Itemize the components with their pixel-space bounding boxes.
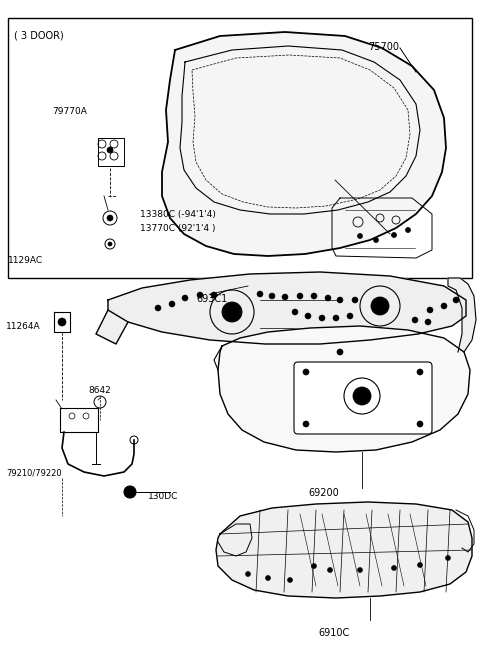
Circle shape [453,297,459,303]
Circle shape [245,572,251,576]
Polygon shape [54,312,70,332]
Circle shape [108,242,112,246]
Polygon shape [218,326,470,452]
Polygon shape [98,138,124,166]
Circle shape [441,303,447,309]
Circle shape [319,315,325,321]
Text: 693C1: 693C1 [196,294,227,304]
Text: 1129AC: 1129AC [8,256,43,265]
Polygon shape [60,408,98,432]
Circle shape [337,349,343,355]
Text: 130DC: 130DC [148,492,179,501]
Circle shape [155,305,161,311]
Text: 69200: 69200 [308,488,339,498]
Circle shape [257,291,263,297]
Circle shape [427,307,433,313]
Circle shape [288,578,292,583]
Circle shape [305,313,311,319]
Circle shape [197,292,203,298]
Circle shape [392,566,396,570]
Text: 13380C (-94'1'4): 13380C (-94'1'4) [140,210,216,219]
Circle shape [303,369,309,375]
Polygon shape [162,32,446,256]
Circle shape [311,293,317,299]
Text: 79210/79220: 79210/79220 [6,468,61,477]
Circle shape [312,564,316,568]
Circle shape [297,293,303,299]
Circle shape [373,237,379,242]
Circle shape [425,319,431,325]
Circle shape [222,302,242,322]
Circle shape [392,233,396,237]
Text: 6910C: 6910C [318,628,349,638]
Circle shape [353,387,371,405]
Polygon shape [96,310,128,344]
Circle shape [107,215,113,221]
Text: 8642: 8642 [88,386,111,395]
Circle shape [445,556,451,560]
Circle shape [333,315,339,321]
Circle shape [325,295,331,301]
Circle shape [265,576,271,581]
Circle shape [412,317,418,323]
Polygon shape [108,272,466,344]
Circle shape [371,297,389,315]
Text: 11264A: 11264A [6,322,41,331]
Circle shape [292,309,298,315]
Bar [8,18,472,278]
Circle shape [211,292,217,298]
Circle shape [169,301,175,307]
Text: 13770C (92'1'4 ): 13770C (92'1'4 ) [140,224,216,233]
Text: 75700: 75700 [368,42,399,52]
Circle shape [182,295,188,301]
Circle shape [282,294,288,300]
Polygon shape [216,502,472,598]
Polygon shape [448,278,476,352]
Circle shape [124,486,136,498]
FancyBboxPatch shape [294,362,432,434]
Circle shape [107,147,113,153]
Circle shape [303,421,309,427]
Circle shape [358,568,362,572]
Circle shape [347,313,353,319]
Text: ( 3 DOOR): ( 3 DOOR) [14,30,64,40]
Circle shape [352,297,358,303]
Circle shape [337,297,343,303]
Text: 79770A: 79770A [52,107,87,116]
Circle shape [269,293,275,299]
Circle shape [327,568,333,572]
Circle shape [58,318,66,326]
Circle shape [417,369,423,375]
Circle shape [406,227,410,233]
Circle shape [417,421,423,427]
Circle shape [418,562,422,568]
Circle shape [358,233,362,238]
